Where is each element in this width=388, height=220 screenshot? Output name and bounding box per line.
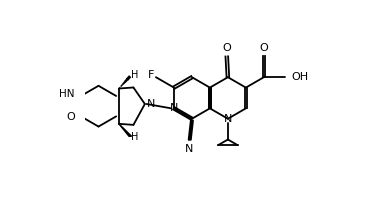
Text: O: O — [66, 112, 75, 123]
Text: HN: HN — [59, 89, 75, 99]
Text: H: H — [131, 132, 138, 142]
Text: O: O — [260, 43, 268, 53]
Text: OH: OH — [292, 72, 309, 82]
Text: N: N — [224, 114, 232, 124]
Text: N: N — [147, 99, 155, 109]
Text: F: F — [148, 70, 154, 81]
Text: O: O — [222, 43, 231, 53]
Polygon shape — [119, 124, 132, 136]
Text: N: N — [170, 103, 178, 113]
Text: H: H — [131, 70, 138, 80]
Text: N: N — [184, 144, 193, 154]
